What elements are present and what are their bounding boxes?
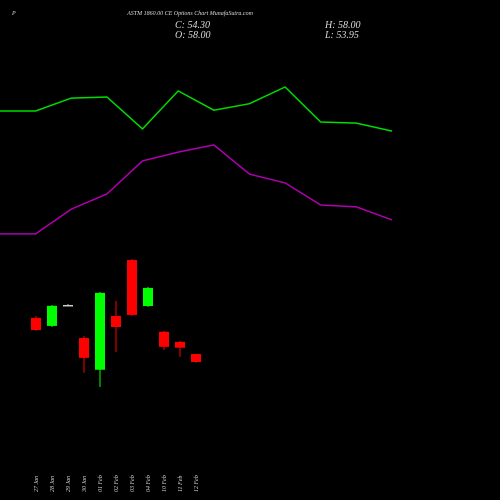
candle-body — [191, 353, 201, 362]
candle-body — [79, 338, 89, 358]
x-tick-label: 28 Jan — [50, 476, 56, 492]
candle-body — [31, 317, 41, 331]
candle-body — [111, 315, 121, 327]
chart-tag: P — [11, 11, 16, 17]
ohlc-label: H: 58.00 — [324, 20, 361, 31]
x-tick-label: 01 Feb — [98, 475, 104, 492]
candle-body — [47, 305, 57, 326]
indicator-line — [0, 86, 393, 132]
candle-body — [63, 304, 73, 307]
candle-body — [143, 287, 153, 307]
candle-body — [159, 331, 169, 347]
x-tick-label: 10 Feb — [162, 475, 168, 492]
x-tick-label: 12 Feb — [194, 475, 200, 492]
x-tick-label: 03 Feb — [130, 475, 136, 492]
ohlc-label: L: 53.95 — [324, 30, 359, 41]
chart-title: ASTM 1860.00 CE Options Chart MunafaSutr… — [126, 10, 254, 17]
x-tick-label: 11 Feb — [178, 476, 184, 492]
ohlc-label: C: 54.30 — [175, 20, 210, 31]
ohlc-label: O: 58.00 — [175, 30, 211, 41]
indicator-line — [0, 144, 393, 235]
candle-body — [95, 292, 105, 370]
x-tick-label: 27 Jan — [34, 476, 40, 492]
candle-body — [127, 260, 137, 315]
x-tick-label: 04 Feb — [145, 475, 152, 492]
x-tick-label: 02 Feb — [114, 475, 120, 492]
x-tick-label: 29 Jan — [66, 476, 72, 492]
x-tick-label: 30 Jan — [82, 476, 88, 493]
candle-body — [175, 341, 185, 348]
